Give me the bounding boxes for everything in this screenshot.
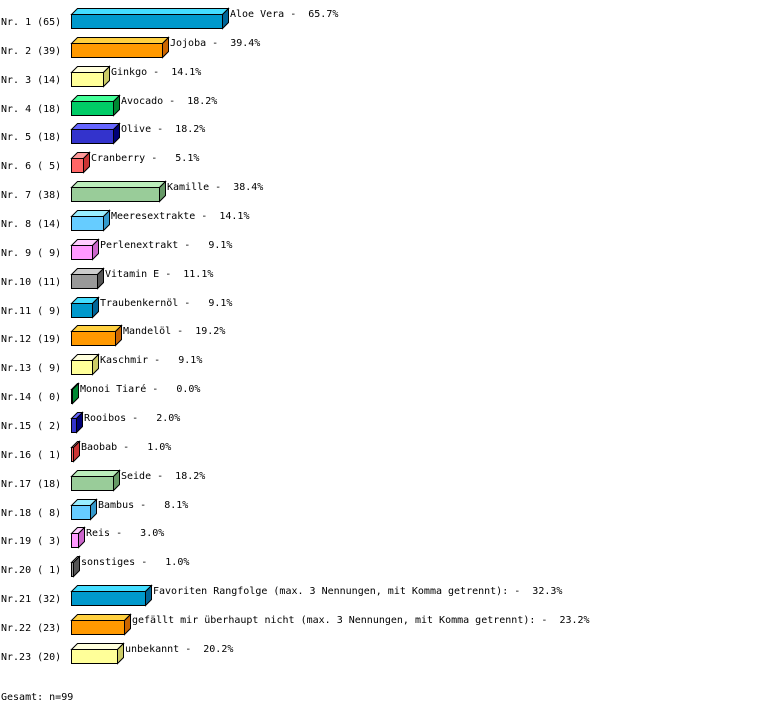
rank-label: Nr. 9 ( 9) (1, 247, 62, 259)
bar (71, 187, 160, 202)
rank-label: Nr. 4 (18) (1, 103, 62, 115)
bar-top (70, 8, 230, 15)
rank-label: Nr. 7 (38) (1, 189, 62, 201)
data-label: Aloe Vera - 65.7% (230, 8, 339, 20)
bar (71, 72, 104, 87)
rank-label: Nr. 6 ( 5) (1, 160, 62, 172)
bar (71, 505, 91, 520)
data-label: gefällt mir überhaupt nicht (max. 3 Nenn… (132, 614, 590, 626)
rank-label: Nr. 5 (18) (1, 131, 62, 143)
rank-label: Nr. 2 (39) (1, 45, 62, 57)
rank-label: Nr.23 (20) (1, 651, 62, 663)
bar-top (70, 614, 132, 621)
data-label: Favoriten Rangfolge (max. 3 Nennungen, m… (153, 585, 563, 597)
bar (71, 331, 116, 346)
rank-label: Nr.21 (32) (1, 593, 62, 605)
bar (71, 14, 223, 29)
data-label: Meeresextrakte - 14.1% (111, 210, 250, 222)
rank-label: Nr.16 ( 1) (1, 449, 62, 461)
bar (71, 591, 146, 606)
bar (71, 158, 84, 173)
data-label: Monoi Tiaré - 0.0% (80, 383, 201, 395)
rank-label: Nr.22 (23) (1, 622, 62, 634)
bar (71, 447, 74, 462)
bar-top (70, 123, 121, 130)
rank-label: Nr.19 ( 3) (1, 535, 62, 547)
total-label: Gesamt: n=99 (1, 692, 74, 703)
bar (71, 562, 74, 577)
data-label: Bambus - 8.1% (98, 499, 189, 511)
bar-top (70, 585, 153, 592)
bar (71, 360, 93, 375)
data-label: Seide - 18.2% (121, 470, 206, 482)
data-label: Kaschmir - 9.1% (100, 354, 203, 366)
rank-label: Nr.20 ( 1) (1, 564, 62, 576)
data-label: unbekannt - 20.2% (125, 643, 234, 655)
data-label: Reis - 3.0% (86, 527, 165, 539)
data-label: Rooibos - 2.0% (84, 412, 181, 424)
bar (71, 533, 79, 548)
rank-label: Nr. 1 (65) (1, 16, 62, 28)
rank-label: Nr.11 ( 9) (1, 305, 62, 317)
bar (71, 389, 73, 404)
data-label: Mandelöl - 19.2% (123, 325, 226, 337)
bar-top (70, 325, 123, 332)
data-label: sonstiges - 1.0% (81, 556, 190, 568)
bar (71, 274, 98, 289)
bar (71, 649, 118, 664)
bar (71, 476, 114, 491)
bar (71, 101, 114, 116)
bar (71, 43, 163, 58)
rank-label: Nr.12 (19) (1, 333, 62, 345)
rank-label: Nr.13 ( 9) (1, 362, 62, 374)
data-label: Ginkgo - 14.1% (111, 66, 202, 78)
bar (71, 129, 114, 144)
data-label: Traubenkernöl - 9.1% (100, 297, 233, 309)
data-label: Vitamin E - 11.1% (105, 268, 214, 280)
bar (71, 303, 93, 318)
rank-label: Nr.10 (11) (1, 276, 62, 288)
bar (71, 216, 104, 231)
bar-top (70, 95, 121, 102)
bar (71, 620, 125, 635)
data-label: Cranberry - 5.1% (91, 152, 200, 164)
data-label: Avocado - 18.2% (121, 95, 218, 107)
bar (71, 245, 93, 260)
rank-label: Nr.18 ( 8) (1, 507, 62, 519)
rank-label: Nr.15 ( 2) (1, 420, 62, 432)
bar-top (70, 37, 170, 44)
rank-label: Nr. 3 (14) (1, 74, 62, 86)
data-label: Baobab - 1.0% (81, 441, 172, 453)
bar-top (70, 470, 121, 477)
data-label: Jojoba - 39.4% (170, 37, 261, 49)
rank-label: Nr.14 ( 0) (1, 391, 62, 403)
bar-top (70, 643, 125, 650)
data-label: Kamille - 38.4% (167, 181, 264, 193)
data-label: Olive - 18.2% (121, 123, 206, 135)
rank-label: Nr. 8 (14) (1, 218, 62, 230)
bar (71, 418, 77, 433)
bar-side (72, 382, 79, 405)
data-label: Perlenextrakt - 9.1% (100, 239, 233, 251)
bar-top (70, 181, 167, 188)
rank-label: Nr.17 (18) (1, 478, 62, 490)
